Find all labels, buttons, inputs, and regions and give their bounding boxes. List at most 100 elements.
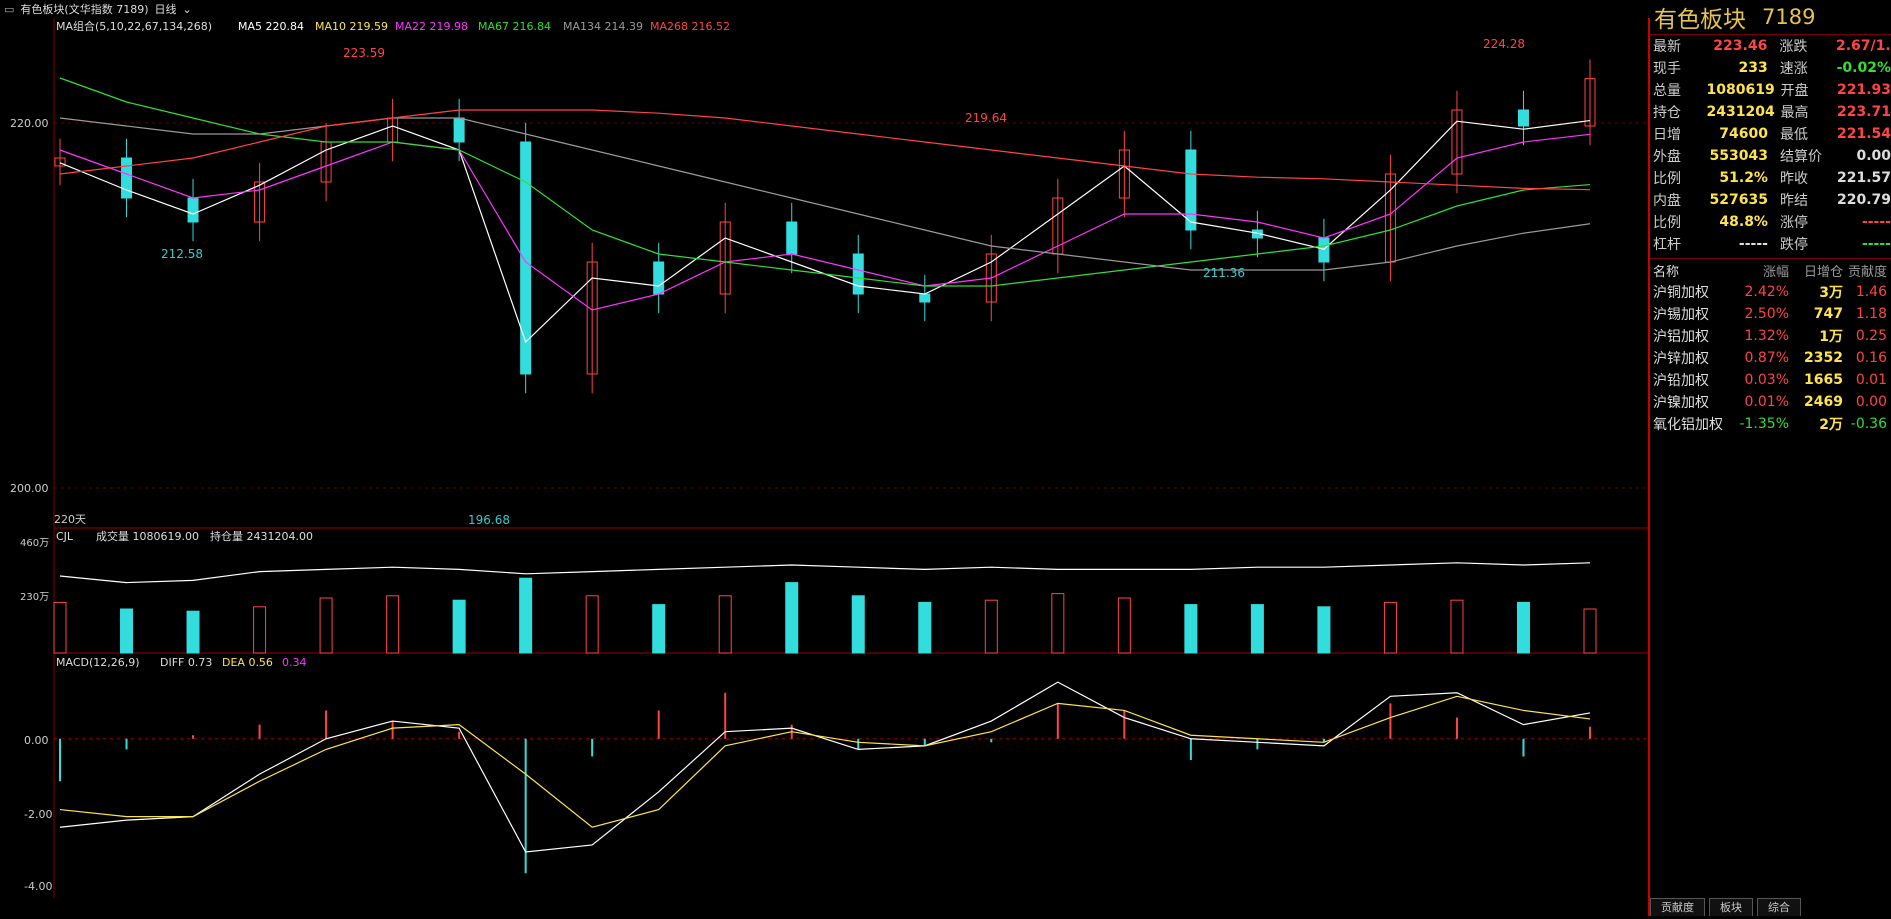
quote-header: 有色板块 7189 bbox=[1650, 0, 1891, 35]
quote-value: 223.46 bbox=[1713, 38, 1768, 54]
candle-body bbox=[254, 181, 266, 223]
col-contrib[interactable]: 贡献度 bbox=[1847, 264, 1887, 280]
dea-line bbox=[59, 695, 1591, 828]
component-contrib: 1.18 bbox=[1855, 306, 1887, 322]
component-contrib: 0.01 bbox=[1855, 372, 1887, 388]
chart-area[interactable]: 220.00 200.00 220天 223.59 219.64 224.28 … bbox=[0, 18, 1650, 916]
panel-tabs: 贡献度 板块 综合 bbox=[1650, 898, 1891, 916]
volume-bar bbox=[1383, 601, 1397, 654]
volume-bar bbox=[1051, 593, 1065, 654]
component-oi: 1665 bbox=[1804, 372, 1843, 388]
quote-row: 最新 223.46 涨跌 2.67/1.21% bbox=[1650, 35, 1891, 57]
ma-legend: MA组合(5,10,22,67,134,268) MA5 220.84 MA10… bbox=[56, 19, 730, 33]
component-table: 沪铜加权 2.42% 3万 1.46 沪锡加权 2.50% 747 1.18 沪铝加权 1.32%… bbox=[1650, 281, 1891, 435]
period-select[interactable]: 日线 bbox=[154, 3, 177, 16]
volume-bar bbox=[386, 595, 400, 654]
volume-bar bbox=[918, 601, 932, 654]
volume-bar bbox=[186, 610, 200, 654]
quote-label: 杠杆 bbox=[1653, 237, 1681, 253]
volume-bar bbox=[120, 608, 134, 654]
component-oi: 2469 bbox=[1804, 394, 1843, 410]
volume-bar bbox=[851, 595, 865, 654]
table-row[interactable]: 沪铜加权 2.42% 3万 1.46 bbox=[1650, 281, 1891, 303]
table-row[interactable]: 沪铝加权 1.32% 1万 0.25 bbox=[1650, 325, 1891, 347]
component-contrib: 0.00 bbox=[1855, 394, 1887, 410]
quote-label: 内盘 bbox=[1653, 193, 1681, 209]
ma134-line bbox=[59, 117, 1591, 271]
open-interest-line bbox=[59, 562, 1591, 584]
ma-legend-item: MA134 214.39 bbox=[563, 20, 643, 33]
low-annotation: 212.58 bbox=[161, 247, 203, 261]
quote-label: 结算价 bbox=[1779, 149, 1822, 165]
quote-label: 比例 bbox=[1653, 171, 1681, 187]
volume-bar bbox=[585, 595, 599, 654]
macd-indicator-name[interactable]: MACD(12,26,9) bbox=[56, 656, 140, 669]
candle-body bbox=[852, 253, 864, 295]
ma-legend-item: MA10 219.59 bbox=[315, 20, 388, 33]
quote-label: 最高 bbox=[1780, 105, 1809, 121]
volume-bar bbox=[1317, 606, 1331, 654]
component-name: 沪锡加权 bbox=[1653, 307, 1709, 323]
macd-dea: DEA 0.56 bbox=[222, 656, 273, 669]
quote-label: 外盘 bbox=[1653, 149, 1681, 165]
high-annotation: 223.59 bbox=[343, 46, 385, 60]
component-change: 0.01% bbox=[1744, 394, 1789, 410]
candle-body bbox=[919, 293, 931, 303]
tab-contribution[interactable]: 贡献度 bbox=[1650, 898, 1705, 916]
ma67-line bbox=[59, 77, 1591, 287]
quote-label: 最新 bbox=[1653, 39, 1681, 55]
quote-row: 外盘 553043 结算价 0.00 bbox=[1650, 145, 1891, 167]
instrument-title: 有色板块(文华指数 7189) bbox=[20, 3, 149, 16]
quote-label: 跌停 bbox=[1779, 237, 1808, 253]
table-row[interactable]: 沪铅加权 0.03% 1665 0.01 bbox=[1650, 369, 1891, 391]
col-oi[interactable]: 日增仓 bbox=[1803, 264, 1843, 280]
ma-group-label[interactable]: MA组合(5,10,22,67,134,268) bbox=[56, 19, 212, 33]
table-row[interactable]: 沪镍加权 0.01% 2469 0.00 bbox=[1650, 391, 1891, 413]
quote-value: 221.57 bbox=[1836, 170, 1891, 186]
quote-label: 涨跌 bbox=[1779, 39, 1808, 55]
component-change: 2.42% bbox=[1744, 284, 1789, 300]
volume-bar bbox=[718, 595, 732, 654]
quote-value: 221.54 bbox=[1836, 126, 1891, 142]
vol-indicator-name[interactable]: CJL bbox=[56, 530, 74, 543]
volume-bar bbox=[452, 599, 466, 654]
quote-label: 开盘 bbox=[1780, 83, 1809, 99]
quote-value: ----- bbox=[1861, 214, 1891, 230]
quote-value: 2431204 bbox=[1706, 104, 1775, 120]
quote-panel: 有色板块 7189 最新 223.46 涨跌 2.67/1.21% 现手 233 速涨 -0.… bbox=[1650, 0, 1891, 916]
macd-layer bbox=[54, 681, 1648, 874]
days-label: 220天 bbox=[54, 513, 86, 526]
quote-row: 内盘 527635 昨结 220.79 bbox=[1650, 189, 1891, 211]
candle-body bbox=[1118, 149, 1130, 199]
col-change[interactable]: 涨幅 bbox=[1762, 264, 1789, 280]
chevron-down-icon[interactable]: ⌄ bbox=[182, 2, 192, 16]
quote-value: 233 bbox=[1738, 60, 1768, 76]
vol-axis-label: 460万 bbox=[20, 538, 49, 549]
component-name: 沪铅加权 bbox=[1653, 373, 1709, 389]
col-name[interactable]: 名称 bbox=[1653, 264, 1680, 280]
tab-summary[interactable]: 综合 bbox=[1757, 898, 1801, 916]
table-row[interactable]: 沪锌加权 0.87% 2352 0.16 bbox=[1650, 347, 1891, 369]
ma-legend-item: MA5 220.84 bbox=[238, 20, 304, 33]
volume-bar bbox=[1250, 604, 1264, 654]
table-row[interactable]: 沪锡加权 2.50% 747 1.18 bbox=[1650, 303, 1891, 325]
component-contrib: -0.36 bbox=[1850, 416, 1887, 432]
quote-label: 速涨 bbox=[1779, 61, 1808, 77]
tab-sector[interactable]: 板块 bbox=[1709, 898, 1753, 916]
volume-bar bbox=[1516, 601, 1530, 654]
high-annotation: 224.28 bbox=[1483, 37, 1525, 51]
candle-body bbox=[54, 157, 66, 167]
component-change: 2.50% bbox=[1744, 306, 1789, 322]
candle-body bbox=[786, 221, 798, 255]
component-change: 0.87% bbox=[1744, 350, 1789, 366]
volume-bar bbox=[519, 577, 533, 654]
high-annotation: 219.64 bbox=[965, 111, 1007, 125]
component-contrib: 0.25 bbox=[1855, 328, 1887, 344]
quote-label: 持仓 bbox=[1653, 105, 1681, 121]
candle-body bbox=[187, 197, 199, 223]
quote-value: 1080619 bbox=[1706, 82, 1775, 98]
table-row[interactable]: 氧化铝加权 -1.35% 2万 -0.36 bbox=[1650, 413, 1891, 435]
kline-chart[interactable]: 220.00 200.00 220天 223.59 219.64 224.28 … bbox=[0, 18, 1648, 916]
quote-label: 日增 bbox=[1653, 127, 1681, 143]
window-icon[interactable]: ▭ bbox=[4, 2, 15, 16]
